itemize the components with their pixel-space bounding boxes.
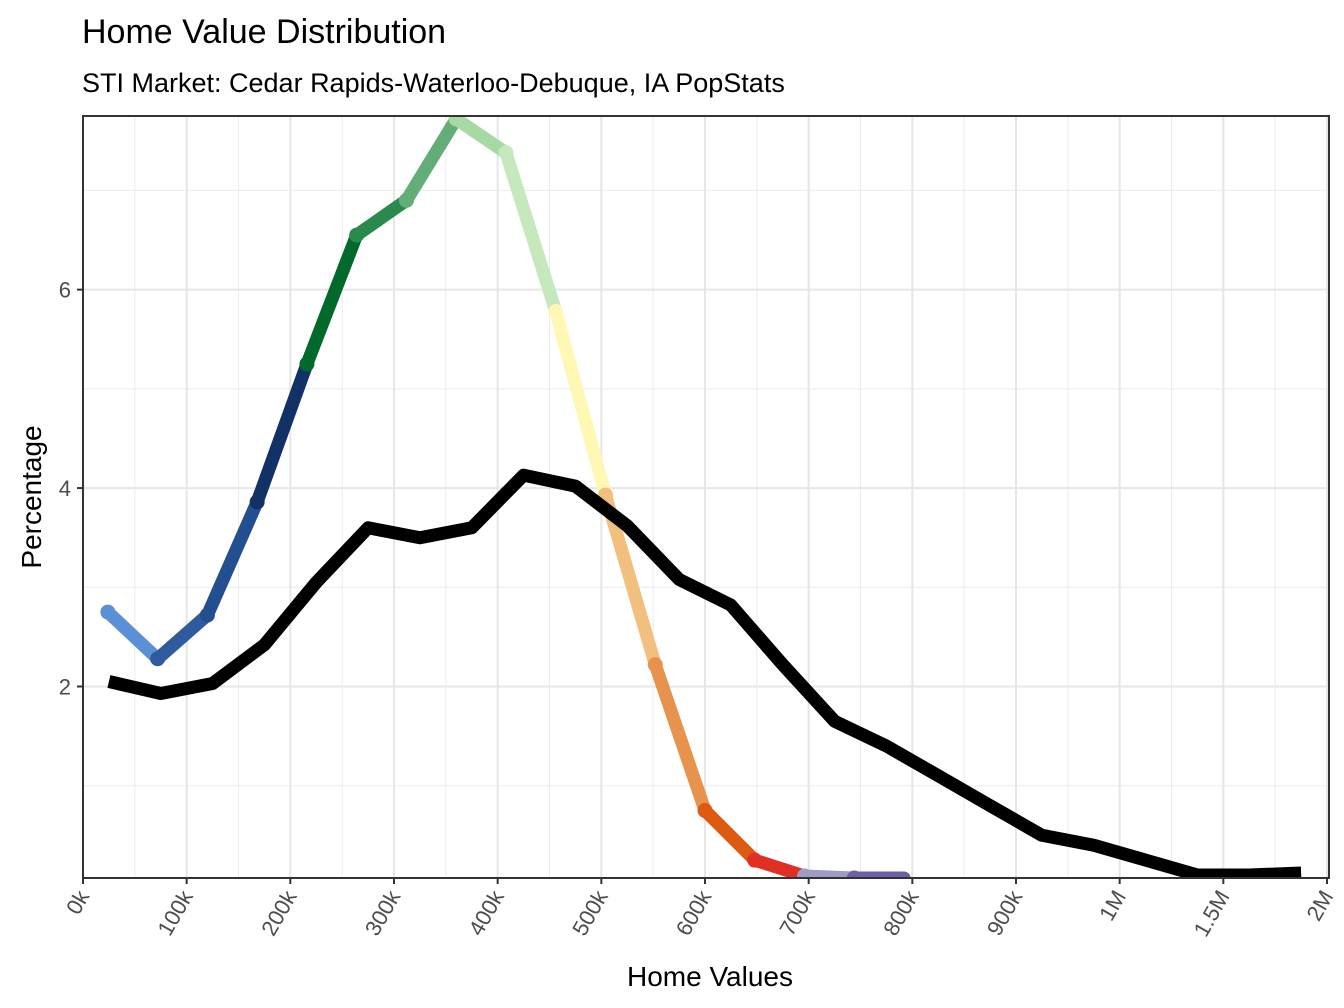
series-1-point xyxy=(100,604,116,620)
series-1-segment xyxy=(101,605,165,666)
x-tick-label: 100k xyxy=(152,885,198,940)
x-tick-label: 400k xyxy=(463,885,509,940)
series-1-point xyxy=(199,607,215,623)
series-1-point xyxy=(498,145,514,161)
y-tick-label: 2 xyxy=(59,675,71,700)
series-1-point xyxy=(548,303,564,319)
series-2-line xyxy=(107,468,1302,878)
chart-title: Home Value Distribution xyxy=(82,13,446,51)
x-tick-label: 1M xyxy=(1094,886,1131,925)
series-1-segment xyxy=(549,304,612,502)
x-tick-label: 700k xyxy=(774,885,820,940)
series-1-point xyxy=(150,651,166,667)
x-tick-label: 2M xyxy=(1301,886,1338,925)
series-1-point xyxy=(846,870,862,878)
series-1-segment xyxy=(399,116,463,207)
series-1-segment xyxy=(648,658,712,818)
series-1-point xyxy=(797,868,813,878)
chart-subtitle: STI Market: Cedar Rapids-Waterloo-Debuqu… xyxy=(82,68,785,98)
series-1-point xyxy=(249,494,265,510)
x-tick-label: 1.5M xyxy=(1189,886,1235,941)
y-axis: 2 4 6 xyxy=(59,278,83,700)
series-1-segment xyxy=(449,116,513,160)
x-tick-label: 500k xyxy=(567,885,613,940)
x-tick-label: 900k xyxy=(982,885,1028,940)
series-1-segment xyxy=(151,608,214,666)
x-axis: 0k 100k 200k 300k 400k 500k 600k 700k 800k 900k 1M… xyxy=(61,878,1338,941)
series-1-segment xyxy=(499,146,563,318)
x-axis-title: Home Values xyxy=(627,961,793,992)
x-tick-label: 200k xyxy=(256,885,302,940)
series-1-point xyxy=(299,356,315,372)
series-layer xyxy=(100,116,1302,878)
series-1-point xyxy=(697,803,713,819)
series-1-point xyxy=(448,116,464,127)
series-1-segment xyxy=(200,495,264,622)
y-tick-label: 6 xyxy=(59,278,71,303)
x-tick-label: 800k xyxy=(878,885,924,940)
series-1-segment xyxy=(250,357,314,509)
series-1-segment xyxy=(300,228,364,371)
series-1-segment xyxy=(350,193,413,242)
series-1-segment xyxy=(748,853,812,878)
x-tick-label: 600k xyxy=(671,885,717,940)
series-1-point xyxy=(747,852,763,868)
x-tick-label: 300k xyxy=(360,885,406,940)
x-tick-label: 0k xyxy=(61,885,95,918)
series-1-segment xyxy=(698,804,762,867)
series-1-point xyxy=(349,227,365,243)
series-1-point xyxy=(647,657,663,673)
series-1-point xyxy=(398,192,414,208)
y-axis-title: Percentage xyxy=(16,425,47,568)
y-tick-label: 4 xyxy=(59,476,71,501)
